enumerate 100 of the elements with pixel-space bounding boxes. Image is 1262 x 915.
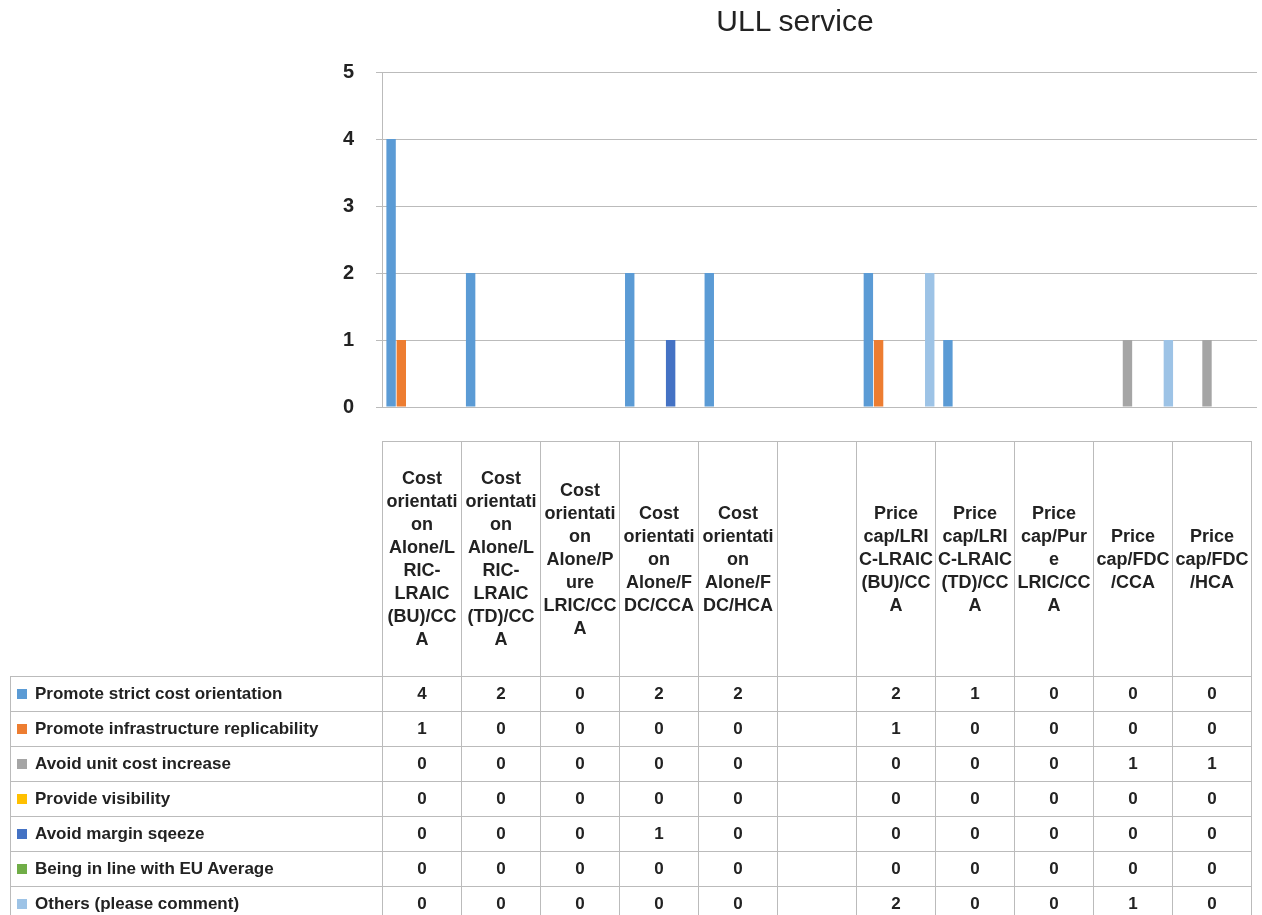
data-label: 0	[382, 746, 462, 782]
data-label: 0	[856, 851, 936, 887]
data-label: 0	[619, 711, 699, 747]
x-tick-label: Cost orientation Alone/FDC/HCA	[698, 441, 778, 677]
legend-label: Others (please comment)	[10, 886, 383, 915]
y-tick-label: 4	[342, 126, 355, 149]
data-label: 0	[619, 746, 699, 782]
bar	[704, 273, 714, 407]
data-label: 0	[1093, 781, 1173, 817]
data-label: 0	[698, 711, 778, 747]
data-label: 0	[1093, 676, 1173, 712]
data-label: 0	[382, 781, 462, 817]
bar	[396, 340, 407, 407]
data-label: 0	[1093, 816, 1173, 852]
data-label: 0	[698, 746, 778, 782]
data-label: 0	[935, 711, 1015, 747]
x-tick-label: Price cap/LRIC-LRAIC (TD)/CCA	[935, 441, 1015, 677]
bar	[465, 273, 476, 407]
data-label: 0	[1014, 816, 1094, 852]
data-label: 0	[1172, 851, 1252, 887]
data-label: 0	[698, 781, 778, 817]
y-tick-label: 1	[342, 327, 354, 350]
legend-label: Avoid unit cost increase	[10, 746, 383, 782]
data-label: 0	[1172, 676, 1252, 712]
data-label: 0	[698, 816, 778, 852]
data-label: 0	[382, 851, 462, 887]
x-tick-label: Cost orientation Alone/Pure LRIC/CCA	[540, 441, 620, 677]
data-label: 0	[1014, 781, 1094, 817]
legend-label: Being in line with EU Average	[10, 851, 383, 887]
data-label: 2	[856, 676, 936, 712]
data-label: 1	[1093, 746, 1173, 782]
legend-label: Avoid margin sqeeze	[10, 816, 383, 852]
data-label: 0	[856, 816, 936, 852]
legend-label: Provide visibility	[10, 781, 383, 817]
data-label: 1	[619, 816, 699, 852]
data-label: 0	[935, 746, 1015, 782]
data-label: 0	[1172, 816, 1252, 852]
bar	[1202, 340, 1212, 407]
data-label: 0	[1014, 746, 1094, 782]
data-label: 0	[1093, 851, 1173, 887]
legend-label: Promote infrastructure replicability	[10, 711, 383, 747]
data-label: 0	[540, 816, 620, 852]
data-label: 1	[1093, 886, 1173, 915]
data-label: 0	[935, 781, 1015, 817]
data-label: 0	[1172, 711, 1252, 747]
data-label: 0	[1014, 711, 1094, 747]
bar	[873, 340, 884, 407]
data-label: 2	[619, 676, 699, 712]
data-label: 0	[540, 746, 620, 782]
data-label: 4	[382, 676, 462, 712]
x-tick-label: Cost orientation Alone/FDC/CCA	[619, 441, 699, 677]
data-label: 0	[856, 781, 936, 817]
legend-label: Promote strict cost orientation	[10, 676, 383, 712]
bar	[943, 340, 953, 407]
data-label: 0	[619, 886, 699, 915]
x-tick-label: Price cap/Pure LRIC/CCA	[1014, 441, 1094, 677]
data-label: 0	[461, 781, 541, 817]
x-tick-label: Cost orientation Alone/LRIC-LRAIC (TD)/CCA	[461, 441, 541, 677]
data-label: 0	[856, 746, 936, 782]
data-label: 2	[856, 886, 936, 915]
data-label: 0	[461, 746, 541, 782]
data-label: 0	[935, 851, 1015, 887]
bar	[625, 273, 635, 407]
y-tick-label: 2	[342, 260, 354, 283]
data-label: 2	[461, 676, 541, 712]
data-label: 1	[856, 711, 936, 747]
bar	[665, 340, 676, 407]
data-label: 0	[698, 851, 778, 887]
data-label: 0	[461, 886, 541, 915]
bar	[863, 273, 874, 407]
bar	[1163, 340, 1174, 407]
data-label: 1	[935, 676, 1015, 712]
data-label: 0	[619, 781, 699, 817]
x-tick-label: Price cap/FDC/CCA	[1093, 441, 1173, 677]
data-label: 0	[619, 851, 699, 887]
x-tick-label: Price cap/LRIC-LRAIC (BU)/CCA	[856, 441, 936, 677]
y-tick-label: 5	[342, 59, 354, 82]
data-label: 0	[461, 851, 541, 887]
data-label: 0	[935, 886, 1015, 915]
bar	[386, 139, 396, 407]
x-tick-label: Cost orientation Alone/LRIC-LRAIC (BU)/CCA	[382, 441, 462, 677]
chart-title: ULL service	[715, 4, 875, 38]
data-label: 1	[382, 711, 462, 747]
data-label: 0	[540, 851, 620, 887]
data-label: 0	[540, 676, 620, 712]
y-tick-label: 0	[342, 394, 354, 417]
data-label: 0	[540, 886, 620, 915]
data-label: 0	[1014, 851, 1094, 887]
data-label: 2	[698, 676, 778, 712]
data-label: 0	[461, 816, 541, 852]
data-label: 0	[1014, 676, 1094, 712]
data-label: 0	[935, 816, 1015, 852]
data-label: 0	[461, 711, 541, 747]
data-label: 0	[1172, 886, 1252, 915]
data-label: 0	[1093, 711, 1173, 747]
data-label: 0	[540, 781, 620, 817]
data-label: 0	[382, 816, 462, 852]
y-tick-label: 3	[342, 193, 354, 216]
data-label: 1	[1172, 746, 1252, 782]
bar	[1122, 340, 1133, 407]
